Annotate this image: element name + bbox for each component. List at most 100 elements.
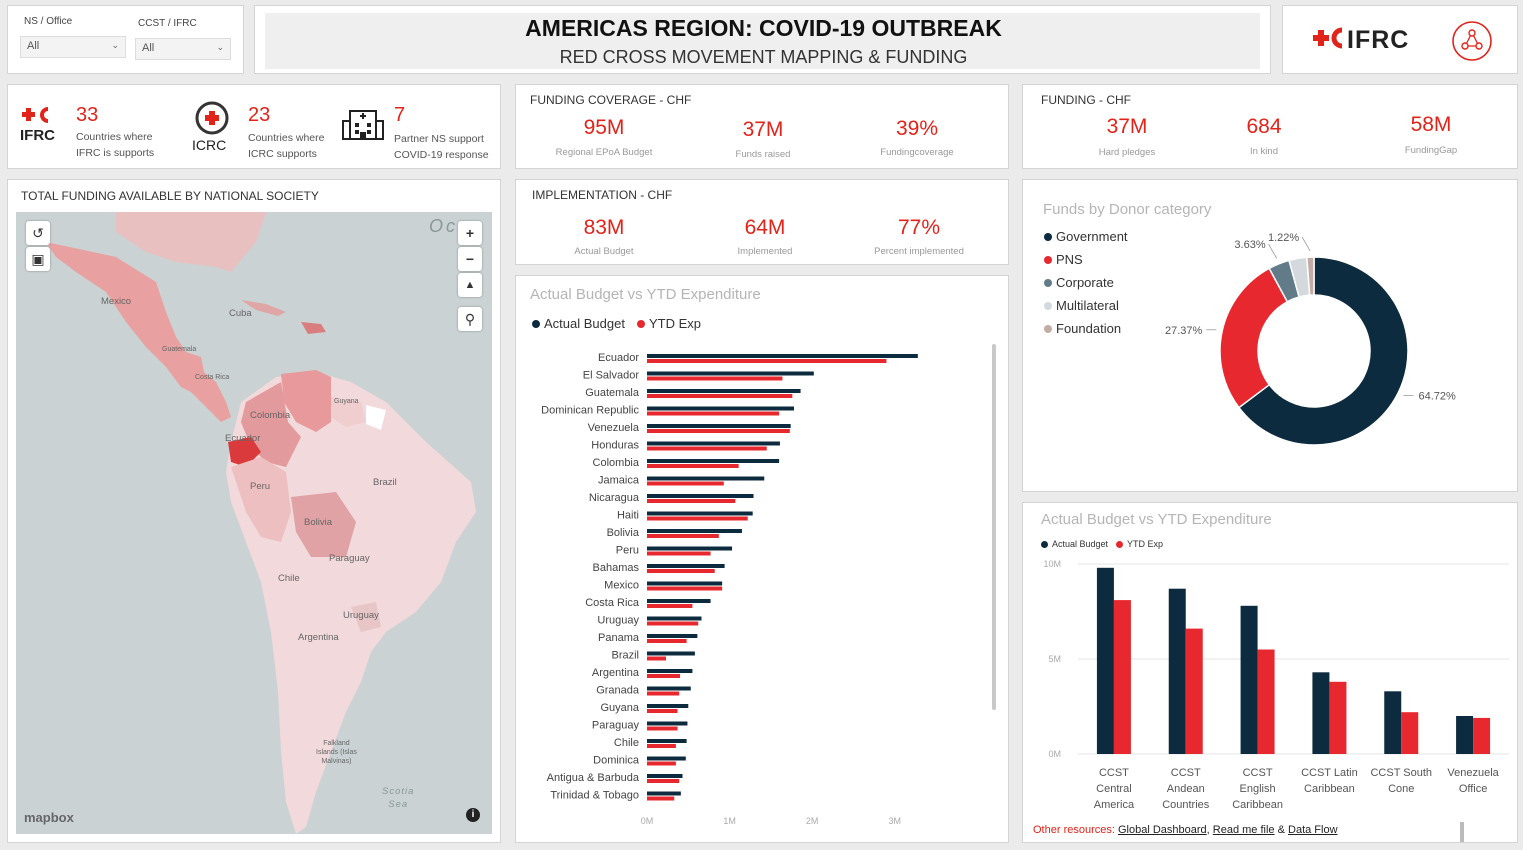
bar-ytd[interactable]	[647, 411, 780, 416]
bar-budget[interactable]	[647, 686, 691, 691]
leader-line	[1268, 244, 1277, 259]
donut-legend-item[interactable]: PNS	[1044, 252, 1083, 267]
bar-ytd[interactable]	[647, 744, 676, 748]
bar-budget[interactable]	[647, 704, 689, 708]
bar-ytd[interactable]	[647, 726, 678, 731]
bar-budget[interactable]	[647, 634, 698, 638]
x-tick-label: 1M	[723, 816, 736, 826]
bar-budget[interactable]	[647, 756, 686, 761]
data-flow-link[interactable]: Data Flow	[1288, 824, 1338, 836]
bar-budget[interactable]	[647, 476, 765, 481]
donut-slice[interactable]	[1305, 256, 1315, 296]
bar-budget[interactable]	[647, 651, 695, 656]
bar-budget[interactable]	[647, 721, 688, 726]
bar-budget[interactable]	[647, 494, 754, 498]
bar-ytd[interactable]	[647, 534, 719, 538]
bar-ytd[interactable]	[647, 429, 790, 433]
bar-budget[interactable]	[647, 739, 687, 743]
bar-budget[interactable]	[647, 616, 702, 621]
bar-ytd[interactable]	[647, 639, 687, 643]
column-ytd[interactable]	[1329, 681, 1347, 754]
column-ytd[interactable]	[1257, 649, 1275, 755]
bar-ytd[interactable]	[647, 674, 681, 678]
donut-legend-item[interactable]: Foundation	[1044, 321, 1121, 336]
bar-budget[interactable]	[647, 424, 791, 428]
column-budget[interactable]	[1456, 716, 1474, 754]
map-view[interactable]: Oc Mexico Cuba Guatemala Costa Rica Colo…	[16, 212, 492, 834]
column-ytd[interactable]	[1401, 712, 1419, 754]
donut-legend-item[interactable]: Multilateral	[1044, 298, 1119, 313]
donut-slice[interactable]	[1219, 267, 1289, 409]
bar-ytd[interactable]	[647, 709, 678, 713]
slicer-ccst-dropdown[interactable]: All ⌄	[135, 38, 231, 60]
ccst-column-chart[interactable]: 0M 5M 10M CCST Central America CCST Andean Count…	[1023, 503, 1519, 844]
info-icon[interactable]: i	[466, 808, 480, 822]
map-canvas[interactable]	[16, 212, 492, 834]
donut-legend-item[interactable]: Government	[1044, 229, 1128, 244]
bar-ytd[interactable]	[647, 446, 767, 451]
column-budget[interactable]	[1240, 605, 1258, 754]
column-ytd[interactable]	[1113, 600, 1131, 754]
bar-ytd[interactable]	[647, 656, 666, 661]
donut-legend-item[interactable]: Corporate	[1044, 275, 1114, 290]
bar-budget[interactable]	[647, 406, 794, 411]
global-dashboard-link[interactable]: Global Dashboard	[1117, 824, 1207, 836]
bar-budget[interactable]	[647, 791, 681, 796]
bar-ytd[interactable]	[647, 499, 736, 503]
column-ytd[interactable]	[1473, 717, 1491, 754]
readme-link[interactable]: Read me file	[1212, 824, 1275, 836]
bar-ytd[interactable]	[647, 604, 693, 608]
bar-ytd[interactable]	[647, 376, 783, 381]
bar-budget[interactable]	[647, 669, 693, 673]
bar-budget[interactable]	[647, 441, 780, 446]
search-icon[interactable]: ⚲	[458, 307, 482, 331]
bar-budget[interactable]	[647, 511, 753, 516]
bar-ytd[interactable]	[647, 394, 793, 398]
bar-ytd[interactable]	[647, 481, 724, 486]
donut-slice[interactable]	[1237, 256, 1409, 446]
category-label: Antigua & Barbuda	[547, 772, 640, 784]
donor-donut-chart[interactable]: 64.72% 27.37% 3.63%1.22%	[1023, 180, 1519, 493]
bar-budget[interactable]	[647, 774, 683, 778]
bar-budget[interactable]	[647, 564, 725, 568]
bar-ytd[interactable]	[647, 761, 676, 766]
bar-budget[interactable]	[647, 599, 711, 603]
slicer-ccst-label: CCST / IFRC	[138, 18, 197, 29]
column-ytd[interactable]	[1185, 628, 1203, 754]
bar-budget[interactable]	[647, 371, 814, 376]
bar-ytd[interactable]	[647, 621, 699, 626]
mapbox-attribution[interactable]: mapbox	[24, 810, 74, 825]
bar-budget[interactable]	[647, 529, 742, 533]
bar-ytd[interactable]	[647, 779, 680, 783]
zoom-out-button[interactable]: −	[458, 247, 482, 271]
category-label: Haiti	[617, 510, 639, 522]
bar-ytd[interactable]	[647, 586, 723, 591]
map-undo-icon[interactable]: ↺	[26, 221, 50, 245]
bar-ytd[interactable]	[647, 516, 748, 521]
scrollbar[interactable]	[1460, 822, 1464, 842]
in-kind-label: In kind	[1250, 146, 1278, 157]
compass-icon[interactable]: ▲	[458, 273, 482, 297]
bar-ytd[interactable]	[647, 359, 887, 363]
bar-ytd[interactable]	[647, 551, 711, 556]
partner-count-value: 7	[394, 104, 406, 126]
column-budget[interactable]	[1096, 567, 1114, 754]
column-budget[interactable]	[1384, 691, 1402, 754]
slicer-ns-dropdown[interactable]: All ⌄	[20, 36, 126, 58]
column-budget[interactable]	[1312, 672, 1330, 754]
bar-ytd[interactable]	[647, 464, 739, 468]
scrollbar[interactable]	[992, 344, 996, 710]
bar-ytd[interactable]	[647, 796, 675, 801]
bar-ytd[interactable]	[647, 569, 715, 573]
ns-bar-chart[interactable]: Ecuador El Salvador Guatemala Dominican Rep…	[516, 276, 1010, 844]
bar-budget[interactable]	[647, 546, 733, 551]
bar-budget[interactable]	[647, 389, 801, 393]
map-select-icon[interactable]: ▣	[26, 247, 50, 271]
column-budget[interactable]	[1168, 588, 1186, 754]
y-tick-label: 0M	[1048, 749, 1061, 759]
bar-ytd[interactable]	[647, 691, 680, 696]
zoom-in-button[interactable]: +	[458, 221, 482, 245]
bar-budget[interactable]	[647, 581, 723, 586]
bar-budget[interactable]	[647, 354, 918, 358]
bar-budget[interactable]	[647, 459, 780, 463]
